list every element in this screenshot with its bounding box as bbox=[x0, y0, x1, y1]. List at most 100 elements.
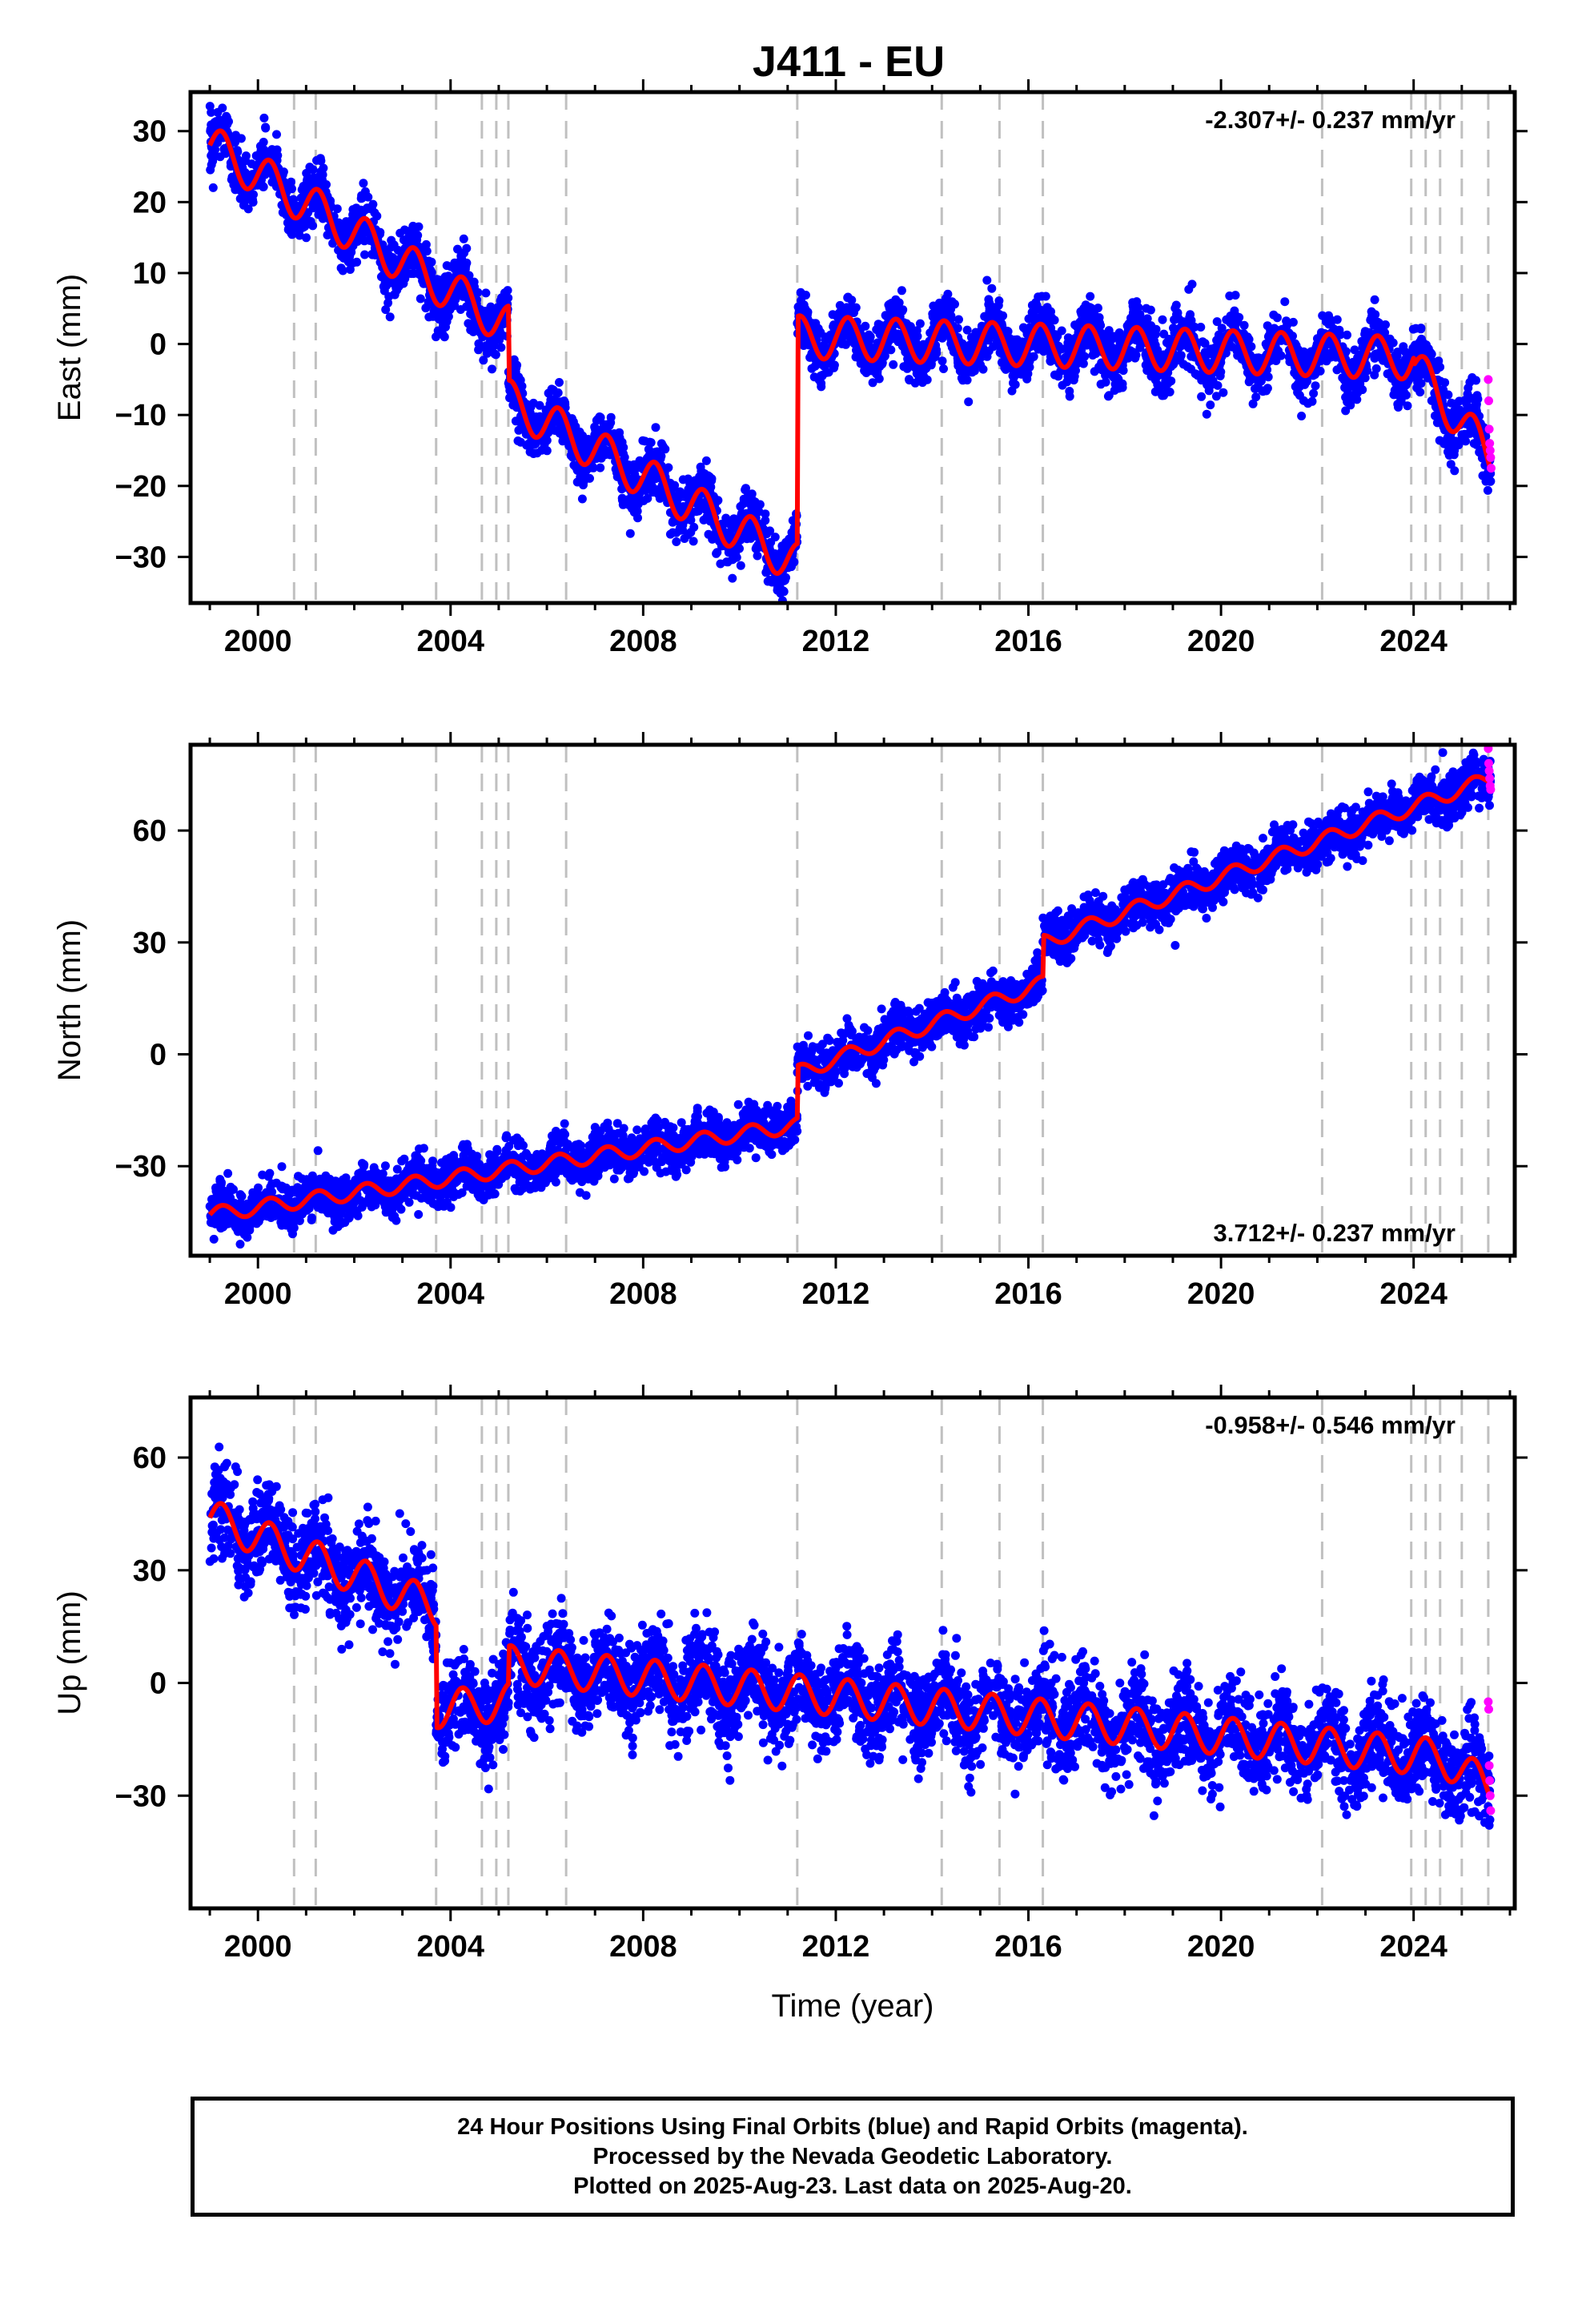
final-orbit-point bbox=[577, 445, 587, 455]
final-orbit-point bbox=[241, 151, 251, 161]
final-orbit-point bbox=[712, 549, 721, 558]
final-orbit-point bbox=[1002, 326, 1012, 336]
final-orbit-point bbox=[889, 308, 899, 317]
final-orbit-point bbox=[1343, 330, 1351, 340]
final-orbit-point bbox=[703, 471, 713, 480]
final-orbit-point bbox=[1093, 317, 1102, 327]
final-orbit-point bbox=[1410, 368, 1419, 377]
final-orbit-point bbox=[1142, 304, 1151, 313]
final-orbit-point bbox=[555, 378, 564, 387]
final-orbit-point bbox=[347, 216, 356, 225]
final-orbit-point bbox=[1012, 335, 1022, 344]
final-orbit-point bbox=[676, 525, 685, 534]
final-orbit-point bbox=[1128, 298, 1138, 308]
final-orbit-point bbox=[965, 340, 974, 350]
final-orbit-point bbox=[397, 278, 407, 287]
final-orbit-point bbox=[316, 171, 326, 180]
final-orbit-point bbox=[513, 436, 523, 445]
final-orbit-point bbox=[360, 250, 369, 259]
final-orbit-point bbox=[781, 573, 790, 582]
y-tick-label: −10 bbox=[115, 399, 167, 432]
final-orbit-point bbox=[1103, 332, 1112, 341]
final-orbit-point bbox=[1038, 308, 1047, 318]
x-tick-label: 2020 bbox=[1187, 625, 1255, 658]
final-orbit-point bbox=[947, 297, 957, 307]
final-orbit-point bbox=[295, 225, 305, 235]
final-orbit-point bbox=[218, 103, 227, 113]
final-orbit-point bbox=[396, 228, 405, 238]
final-orbit-point bbox=[1309, 388, 1319, 398]
final-orbit-point bbox=[1415, 388, 1425, 397]
final-orbit-point bbox=[872, 325, 881, 335]
final-orbit-point bbox=[1326, 320, 1335, 329]
final-orbit-point bbox=[235, 1240, 245, 1249]
final-orbit-point bbox=[954, 315, 963, 324]
final-orbit-point bbox=[420, 245, 429, 255]
final-orbit-point bbox=[1103, 392, 1113, 401]
final-orbit-point bbox=[1227, 314, 1237, 324]
final-orbit-point bbox=[1070, 320, 1080, 330]
final-orbit-point bbox=[1280, 297, 1290, 307]
final-orbit-point bbox=[1257, 386, 1267, 396]
final-orbit-point bbox=[306, 217, 315, 226]
final-orbit-point bbox=[972, 328, 982, 338]
final-orbit-point bbox=[496, 296, 505, 306]
final-orbit-point bbox=[1443, 390, 1453, 400]
final-orbit-point bbox=[1435, 362, 1445, 372]
final-orbit-point bbox=[1214, 330, 1223, 340]
final-orbit-point bbox=[590, 422, 600, 432]
final-orbit-point bbox=[431, 310, 440, 320]
final-orbit-point bbox=[427, 268, 436, 278]
final-orbit-point bbox=[1301, 378, 1310, 388]
final-orbit-point bbox=[937, 332, 946, 341]
final-orbit-point bbox=[308, 165, 318, 175]
final-orbit-point bbox=[736, 502, 745, 511]
final-orbit-point bbox=[1288, 317, 1298, 327]
final-orbit-point bbox=[939, 364, 948, 373]
final-orbit-point bbox=[743, 533, 753, 543]
final-orbit-point bbox=[235, 194, 245, 203]
final-orbit-point bbox=[462, 258, 472, 267]
final-orbit-point bbox=[387, 255, 396, 264]
final-orbit-point bbox=[1191, 369, 1200, 379]
final-orbit-point bbox=[1232, 346, 1242, 356]
final-orbit-point bbox=[752, 501, 761, 510]
final-orbit-point bbox=[243, 204, 253, 214]
final-orbit-point bbox=[1066, 372, 1075, 380]
final-orbit-point bbox=[544, 388, 553, 398]
final-orbit-point bbox=[1472, 402, 1481, 412]
final-orbit-point bbox=[887, 334, 897, 344]
final-orbit-point bbox=[439, 321, 448, 331]
x-tick-label: 2004 bbox=[417, 625, 485, 658]
panel-north: 2000 2004 2008 2012 2016 2020 2024−3003060Nort… bbox=[52, 732, 1528, 1311]
final-orbit-point bbox=[728, 573, 737, 583]
final-orbit-point bbox=[1114, 375, 1123, 384]
final-orbit-point bbox=[363, 203, 372, 213]
final-orbit-point bbox=[1186, 310, 1195, 320]
final-orbit-point bbox=[481, 288, 491, 298]
y-axis-label: East (mm) bbox=[52, 274, 87, 421]
final-orbit-point bbox=[1159, 329, 1169, 339]
final-orbit-point bbox=[1158, 350, 1168, 360]
final-orbit-point bbox=[267, 147, 276, 157]
final-orbit-point bbox=[206, 165, 215, 175]
final-orbit-point bbox=[1353, 388, 1363, 397]
final-orbit-point bbox=[1403, 401, 1412, 411]
final-orbit-point bbox=[1263, 321, 1272, 331]
final-orbit-point bbox=[1450, 466, 1460, 476]
final-orbit-point bbox=[787, 562, 796, 572]
final-orbit-point bbox=[1311, 381, 1320, 391]
final-orbit-point bbox=[1460, 396, 1470, 405]
final-orbit-point bbox=[978, 352, 988, 361]
final-orbit-point bbox=[770, 533, 780, 542]
x-tick-label: 2012 bbox=[802, 625, 870, 658]
final-orbit-point bbox=[1014, 345, 1023, 355]
final-orbit-point bbox=[1472, 440, 1481, 449]
final-orbit-point bbox=[917, 372, 927, 380]
final-orbit-point bbox=[905, 375, 913, 384]
final-orbit-point bbox=[1251, 392, 1261, 402]
final-orbit-point bbox=[497, 331, 507, 340]
final-orbit-point bbox=[1001, 364, 1010, 374]
final-orbit-point bbox=[889, 360, 898, 369]
final-orbit-point bbox=[389, 240, 399, 250]
